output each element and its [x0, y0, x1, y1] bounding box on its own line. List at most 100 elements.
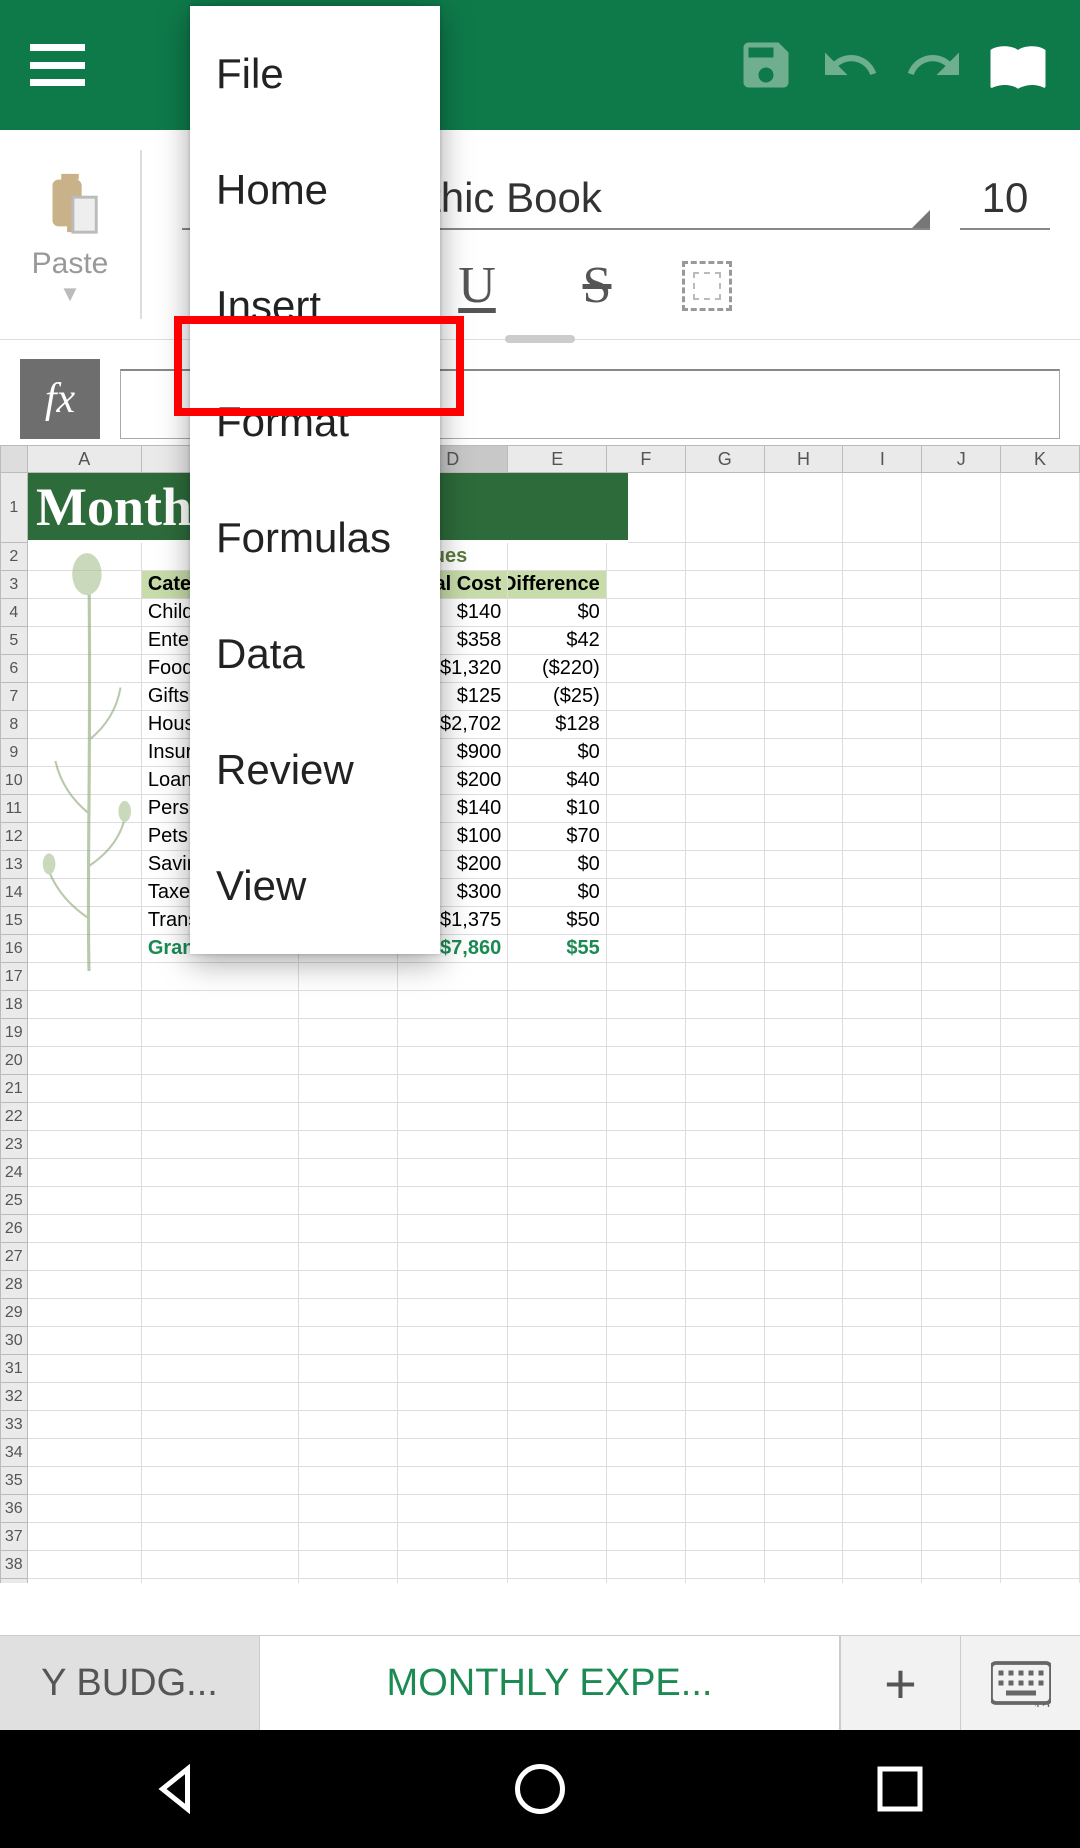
cell[interactable] [922, 1439, 1001, 1467]
column-header[interactable]: I [843, 445, 922, 473]
cell[interactable] [922, 711, 1001, 739]
cell[interactable] [28, 1243, 142, 1271]
cell[interactable] [765, 1243, 844, 1271]
cell[interactable] [765, 1103, 844, 1131]
cell[interactable] [607, 1103, 686, 1131]
cell[interactable] [607, 1215, 686, 1243]
row-header[interactable]: 28 [0, 1271, 28, 1299]
cell[interactable] [686, 1439, 765, 1467]
cell[interactable] [686, 823, 765, 851]
cell[interactable]: $0 [508, 739, 607, 767]
row-header[interactable]: 37 [0, 1523, 28, 1551]
cell[interactable] [1001, 823, 1080, 851]
cell[interactable] [765, 627, 844, 655]
cell[interactable] [28, 1523, 142, 1551]
cell[interactable] [398, 963, 508, 991]
fx-button[interactable]: fx [20, 359, 100, 439]
cell[interactable] [765, 907, 844, 935]
cell[interactable] [142, 1215, 300, 1243]
cell[interactable] [299, 1131, 398, 1159]
cell[interactable] [843, 739, 922, 767]
row-header[interactable]: 16 [0, 935, 28, 963]
cell[interactable] [922, 571, 1001, 599]
cell[interactable] [765, 655, 844, 683]
cell[interactable] [607, 795, 686, 823]
cell[interactable] [765, 473, 844, 543]
row-header[interactable]: 34 [0, 1439, 28, 1467]
cell[interactable] [508, 1383, 607, 1411]
row-header[interactable]: 32 [0, 1383, 28, 1411]
cell[interactable] [843, 1075, 922, 1103]
sheet-tab-budget[interactable]: Y BUDG... [0, 1636, 260, 1730]
cell[interactable]: $42 [508, 627, 607, 655]
cell[interactable] [142, 1159, 300, 1187]
cell[interactable] [922, 1131, 1001, 1159]
cell[interactable] [299, 1299, 398, 1327]
cell[interactable] [765, 1523, 844, 1551]
cell[interactable] [607, 571, 686, 599]
cell[interactable] [299, 1075, 398, 1103]
row-header[interactable]: 5 [0, 627, 28, 655]
cell[interactable] [686, 1019, 765, 1047]
cell[interactable] [765, 683, 844, 711]
cell[interactable] [843, 711, 922, 739]
cell[interactable] [922, 599, 1001, 627]
cell[interactable] [765, 711, 844, 739]
cell[interactable] [142, 1411, 300, 1439]
row-header[interactable]: 23 [0, 1131, 28, 1159]
cell[interactable] [922, 935, 1001, 963]
cell[interactable] [1001, 1299, 1080, 1327]
cell[interactable]: $50 [508, 907, 607, 935]
cell[interactable] [607, 907, 686, 935]
cell[interactable] [686, 473, 765, 543]
column-header[interactable]: A [28, 445, 142, 473]
cell[interactable] [843, 823, 922, 851]
cell[interactable] [142, 1523, 300, 1551]
row-header[interactable]: 19 [0, 1019, 28, 1047]
select-all-corner[interactable] [0, 445, 28, 473]
cell[interactable] [299, 1047, 398, 1075]
cell[interactable] [686, 1187, 765, 1215]
cell[interactable] [28, 1439, 142, 1467]
cell[interactable] [28, 1159, 142, 1187]
row-header[interactable]: 6 [0, 655, 28, 683]
row-header[interactable]: 22 [0, 1103, 28, 1131]
cell[interactable] [607, 1047, 686, 1075]
cell[interactable] [607, 963, 686, 991]
row-header[interactable]: 35 [0, 1467, 28, 1495]
cell[interactable] [607, 1299, 686, 1327]
cell[interactable] [765, 823, 844, 851]
cell[interactable] [398, 1299, 508, 1327]
cell[interactable] [28, 1355, 142, 1383]
column-header[interactable]: K [1001, 445, 1080, 473]
cell[interactable] [686, 851, 765, 879]
cell[interactable] [686, 991, 765, 1019]
cell[interactable] [765, 543, 844, 571]
cell[interactable] [398, 991, 508, 1019]
row-header[interactable]: 21 [0, 1075, 28, 1103]
cell[interactable] [843, 1355, 922, 1383]
cell[interactable] [686, 1411, 765, 1439]
cell[interactable] [922, 1271, 1001, 1299]
cell[interactable] [1001, 991, 1080, 1019]
cell[interactable] [1001, 1439, 1080, 1467]
row-header[interactable]: 38 [0, 1551, 28, 1579]
spreadsheet-grid[interactable]: 12Values3CategoryActual CostDifference4C… [0, 473, 1080, 1583]
cell[interactable] [398, 1327, 508, 1355]
cell[interactable] [508, 1187, 607, 1215]
cell[interactable] [398, 1103, 508, 1131]
cell[interactable] [398, 1019, 508, 1047]
row-header[interactable]: 15 [0, 907, 28, 935]
column-header[interactable]: H [765, 445, 844, 473]
cell[interactable] [607, 1439, 686, 1467]
cell[interactable] [686, 627, 765, 655]
cell[interactable] [508, 1551, 607, 1579]
cell[interactable] [28, 1467, 142, 1495]
cell[interactable] [686, 935, 765, 963]
underline-button[interactable]: U [442, 256, 512, 315]
row-header[interactable]: 33 [0, 1411, 28, 1439]
cell[interactable] [1001, 1075, 1080, 1103]
cell[interactable] [299, 1467, 398, 1495]
cell[interactable] [1001, 1215, 1080, 1243]
cell[interactable] [765, 1131, 844, 1159]
